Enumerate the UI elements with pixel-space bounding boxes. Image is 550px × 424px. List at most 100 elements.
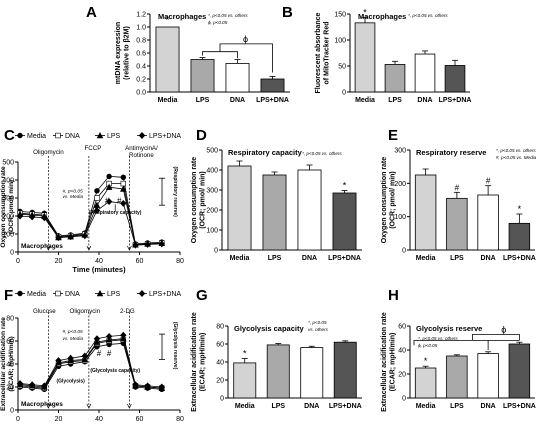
data-point xyxy=(93,335,101,343)
y-tick-label: 200 xyxy=(2,214,14,221)
x-tick-label: 40 xyxy=(95,416,103,423)
data-point xyxy=(105,198,113,206)
panel-letter: C xyxy=(4,127,15,144)
y-tick-label: 100 xyxy=(394,214,406,221)
annotation-phi: ϕ xyxy=(243,34,248,44)
significance-legend: *, p<0.05 vs. others xyxy=(496,148,536,153)
significance-legend: #, p<0.05 vs. Media xyxy=(496,155,537,160)
y-tick-label: 0 xyxy=(10,250,14,257)
significance-legend: ϕ, p<0.05 xyxy=(418,343,438,348)
y-axis-title: Oxygen consumption rate xyxy=(0,166,7,248)
x-tick-label: LPS xyxy=(450,403,464,410)
y-tick-label: 1.0 xyxy=(136,25,146,32)
bar-media xyxy=(414,174,437,251)
x-tick-label: 20 xyxy=(55,416,63,423)
annotation-star: * xyxy=(166,15,170,25)
x-tick-label: LPS xyxy=(268,255,282,262)
significance-legend: vs. others xyxy=(308,327,329,332)
y-tick-label: 80 xyxy=(216,324,224,331)
bar-lps xyxy=(266,344,290,399)
data-point xyxy=(94,195,100,201)
x-tick-label: LPS xyxy=(388,97,402,104)
y-tick-label: 60 xyxy=(6,339,14,346)
annotation-hash: # xyxy=(117,196,122,205)
y-axis-title: (relative to β2M) xyxy=(124,26,131,80)
y-axis-title: Oxygen consumption rate xyxy=(191,157,198,243)
panel-letter: A xyxy=(86,4,97,21)
annotation-hash: # xyxy=(105,196,110,205)
x-tick-label: LPS+DNA xyxy=(328,255,361,262)
data-point xyxy=(132,241,139,249)
bar-dna xyxy=(414,53,436,93)
x-tick-label: LPS+DNA xyxy=(503,255,536,262)
bar-lps xyxy=(262,174,287,251)
data-point xyxy=(67,233,74,241)
x-tick-label: LPS xyxy=(196,97,210,104)
injection-label: AntimycinA/ xyxy=(125,145,158,152)
data-point xyxy=(105,332,113,340)
note: vs. Media xyxy=(63,194,84,200)
x-tick-label: Media xyxy=(416,403,436,410)
data-point xyxy=(16,212,24,220)
y-tick-label: 100 xyxy=(334,38,346,45)
y-tick-label: 300 xyxy=(2,196,14,203)
data-point xyxy=(105,183,113,190)
x-tick-label: DNA xyxy=(481,403,496,410)
data-point xyxy=(138,132,146,139)
data-point xyxy=(138,290,146,297)
y-tick-label: 60 xyxy=(216,342,224,349)
y-tick-label: 0 xyxy=(402,248,406,255)
injection-label: FCCP xyxy=(85,145,102,152)
bar-lps xyxy=(190,59,215,93)
y-tick-label: 0 xyxy=(10,408,14,415)
x-tick-label: Media xyxy=(235,403,255,410)
y-tick-label: 20 xyxy=(398,372,406,379)
data-point xyxy=(120,185,127,192)
x-tick-label: LPS+DNA xyxy=(439,97,472,104)
bar-media xyxy=(227,165,252,251)
bar-dna xyxy=(300,347,324,399)
comparison-bracket xyxy=(487,340,520,350)
bar-media xyxy=(354,22,376,93)
data-point xyxy=(55,290,61,297)
x-tick-label: DNA xyxy=(230,97,245,104)
y-tick-label: 60 xyxy=(398,324,406,331)
panel-title: Macrophages xyxy=(358,12,406,21)
y-tick-label: 0.6 xyxy=(136,51,146,58)
y-axis-title: (ECAR; mpH/min) xyxy=(200,333,207,392)
x-tick-label: DNA xyxy=(302,255,317,262)
x-tick-label: Media xyxy=(355,97,375,104)
panel-letter: D xyxy=(196,127,207,144)
significance-legend: *, p<0.05 vs. others xyxy=(302,151,342,156)
comparison-bracket xyxy=(219,43,273,73)
legend-label: DNA xyxy=(65,291,80,298)
y-tick-label: 100 xyxy=(206,228,218,235)
panel-f: F020406080020406080Time (minutes)Glucose… xyxy=(0,287,184,424)
panel-title: Macrophages xyxy=(158,12,206,21)
legend-label: DNA xyxy=(65,133,80,140)
x-tick-label: 0 xyxy=(16,416,20,423)
x-tick-label: DNA xyxy=(304,403,319,410)
note: (Glycolysis reserve) xyxy=(172,322,178,370)
x-tick-label: 60 xyxy=(136,416,144,423)
bar-dna xyxy=(225,63,250,93)
injection-arrow xyxy=(86,403,92,409)
data-point xyxy=(81,232,89,240)
y-tick-label: 40 xyxy=(398,348,406,355)
data-point xyxy=(41,382,48,390)
x-tick-label: 20 xyxy=(55,258,63,265)
y-tick-label: 20 xyxy=(6,385,14,392)
bar-lps-dna xyxy=(508,222,531,251)
bar-lps-dna xyxy=(260,78,285,93)
significance-legend: *, p<0.05 xyxy=(308,320,327,325)
injection-label: Glucose xyxy=(33,308,56,315)
y-axis-title: (OCR; pmol/ min) xyxy=(200,171,207,229)
x-tick-label: 40 xyxy=(95,258,103,265)
x-tick-label: LPS+DNA xyxy=(329,403,362,410)
injection-arrow xyxy=(127,403,132,409)
series-line-lps-dna xyxy=(19,334,162,388)
bar-dna xyxy=(297,169,322,251)
y-tick-label: 200 xyxy=(206,208,218,215)
note: vs. Media xyxy=(63,336,84,342)
data-point xyxy=(94,188,100,194)
